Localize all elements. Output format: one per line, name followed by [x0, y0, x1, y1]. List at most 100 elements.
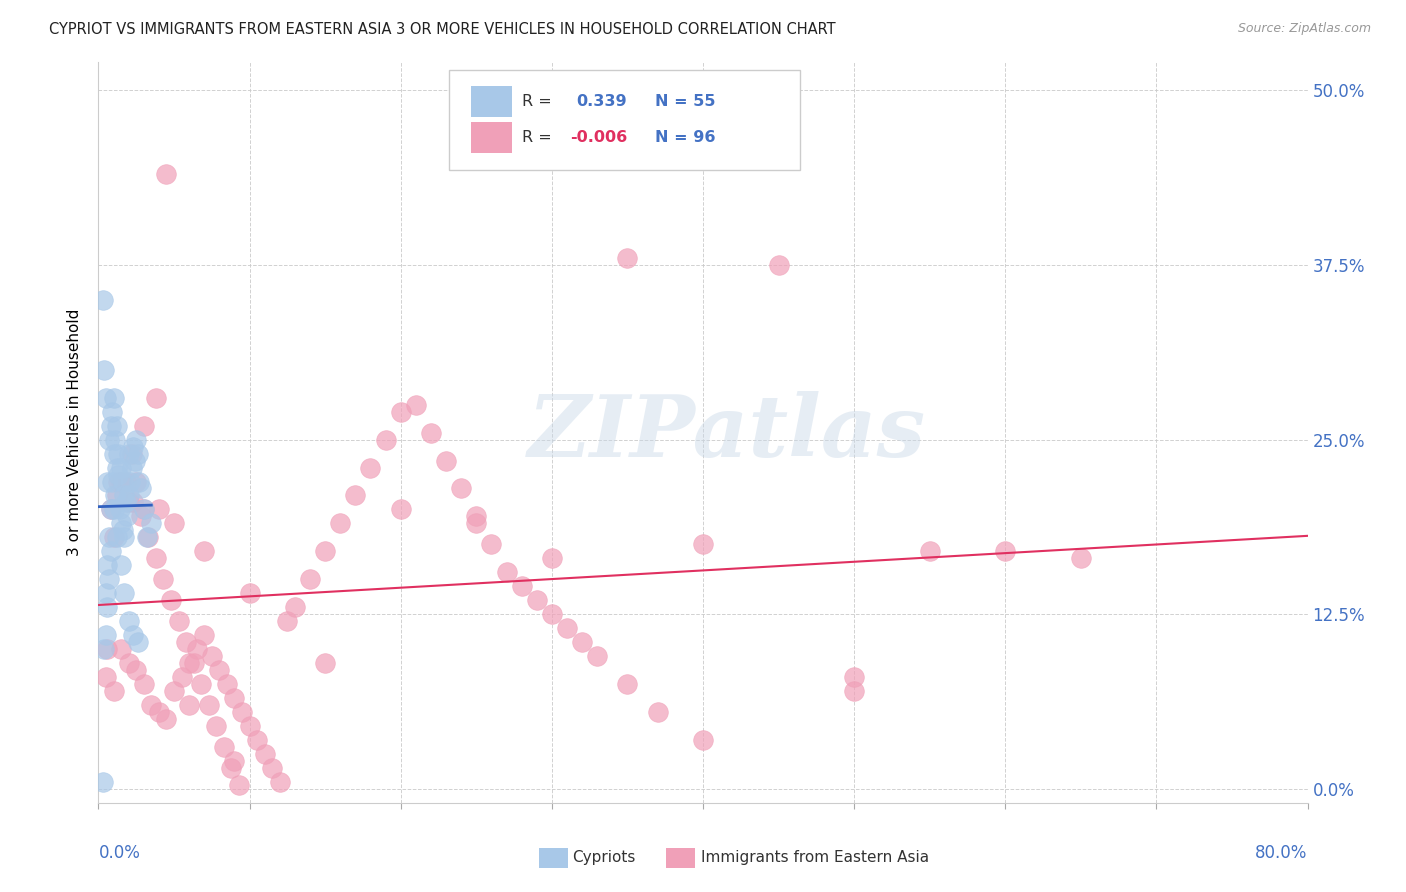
Point — [239, 719, 262, 733]
Point — [540, 551, 562, 566]
Point — [105, 530, 128, 544]
Point — [96, 600, 118, 615]
Point — [224, 754, 246, 768]
Point — [121, 460, 143, 475]
Point — [112, 586, 135, 600]
Point — [174, 635, 197, 649]
Point — [129, 509, 152, 524]
Point — [124, 453, 146, 467]
Point — [179, 656, 201, 670]
Point — [465, 509, 488, 524]
Point — [100, 502, 122, 516]
Point — [118, 488, 141, 502]
Point — [450, 482, 472, 496]
FancyBboxPatch shape — [471, 87, 512, 117]
Point — [190, 677, 212, 691]
Point — [918, 544, 941, 558]
Point — [103, 502, 125, 516]
Text: Cypriots: Cypriots — [572, 850, 636, 865]
Point — [205, 719, 228, 733]
Y-axis label: 3 or more Vehicles in Household: 3 or more Vehicles in Household — [67, 309, 83, 557]
Point — [110, 460, 132, 475]
Point — [314, 656, 336, 670]
Point — [540, 607, 562, 622]
Point — [122, 440, 145, 454]
Point — [112, 488, 135, 502]
Point — [148, 705, 170, 719]
Point — [179, 698, 201, 712]
Point — [135, 530, 157, 544]
Point — [100, 544, 122, 558]
FancyBboxPatch shape — [471, 121, 512, 153]
Text: R =: R = — [522, 129, 551, 145]
Point — [120, 475, 142, 489]
Point — [141, 698, 163, 712]
Point — [434, 453, 457, 467]
Point — [118, 495, 141, 509]
Point — [481, 537, 503, 551]
Point — [132, 502, 155, 516]
Text: CYPRIOT VS IMMIGRANTS FROM EASTERN ASIA 3 OR MORE VEHICLES IN HOUSEHOLD CORRELAT: CYPRIOT VS IMMIGRANTS FROM EASTERN ASIA … — [49, 22, 835, 37]
Point — [167, 614, 190, 628]
Point — [96, 642, 118, 657]
Point — [692, 537, 714, 551]
Point — [105, 460, 128, 475]
Point — [692, 733, 714, 747]
Point — [100, 418, 122, 433]
Point — [125, 475, 148, 489]
Point — [103, 530, 125, 544]
Point — [103, 446, 125, 460]
FancyBboxPatch shape — [665, 848, 695, 868]
Text: R =: R = — [522, 95, 551, 109]
Point — [148, 502, 170, 516]
Point — [262, 761, 284, 775]
Point — [155, 167, 177, 181]
Point — [224, 691, 246, 706]
Point — [132, 677, 155, 691]
Point — [360, 460, 382, 475]
Point — [201, 649, 224, 664]
Point — [103, 684, 125, 698]
Point — [96, 558, 118, 573]
Point — [374, 433, 396, 447]
Point — [114, 475, 136, 489]
Point — [253, 747, 276, 761]
Point — [100, 502, 122, 516]
Point — [269, 775, 291, 789]
Point — [495, 566, 517, 580]
Point — [389, 405, 412, 419]
Point — [98, 530, 121, 544]
Point — [768, 258, 790, 272]
Point — [1070, 551, 1092, 566]
Point — [163, 516, 186, 531]
Point — [344, 488, 367, 502]
Point — [647, 705, 669, 719]
Point — [127, 635, 149, 649]
Point — [114, 495, 136, 509]
Point — [228, 778, 250, 792]
Point — [215, 677, 238, 691]
Point — [118, 614, 141, 628]
Point — [93, 642, 115, 657]
Point — [111, 524, 134, 538]
Point — [127, 446, 149, 460]
Point — [193, 544, 215, 558]
Text: 0.0%: 0.0% — [98, 844, 141, 862]
Point — [994, 544, 1017, 558]
Point — [128, 475, 150, 489]
Point — [129, 482, 152, 496]
Point — [246, 733, 269, 747]
Point — [510, 579, 533, 593]
Point — [132, 418, 155, 433]
Point — [125, 663, 148, 677]
Point — [555, 621, 578, 635]
Point — [98, 572, 121, 586]
Point — [103, 391, 125, 405]
Point — [193, 628, 215, 642]
Point — [118, 656, 141, 670]
Point — [104, 433, 127, 447]
Point — [104, 488, 127, 502]
Point — [389, 502, 412, 516]
Point — [160, 593, 183, 607]
Text: Immigrants from Eastern Asia: Immigrants from Eastern Asia — [700, 850, 929, 865]
